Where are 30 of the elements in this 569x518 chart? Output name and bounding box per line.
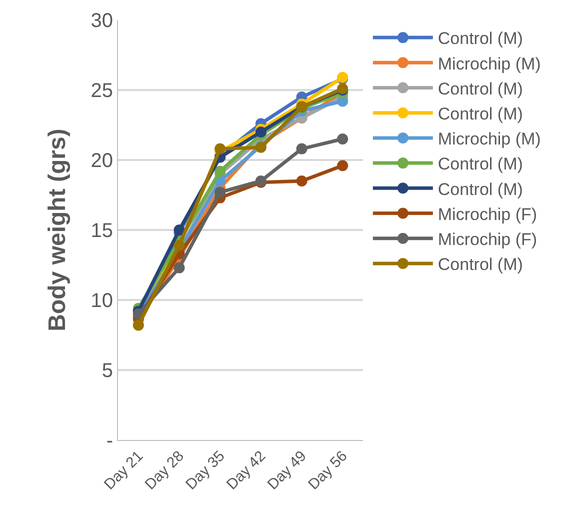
point bbox=[296, 143, 308, 154]
legend-label: Control (M) bbox=[438, 255, 523, 274]
point bbox=[337, 134, 348, 144]
legend-label: Microchip (M) bbox=[438, 54, 541, 74]
y-axis-title: Body weight (grs) bbox=[44, 128, 71, 332]
point bbox=[214, 186, 226, 198]
legend-label: Control (M) bbox=[438, 154, 523, 174]
y-tick-label: 15 bbox=[90, 220, 113, 242]
legend-label: Microchip (F) bbox=[438, 230, 538, 249]
point bbox=[132, 320, 144, 331]
legend-label: Control (M) bbox=[438, 79, 523, 98]
legend-label: Control (M) bbox=[438, 29, 523, 48]
legend-label: Control (M) bbox=[438, 104, 523, 124]
point bbox=[255, 126, 266, 138]
point bbox=[174, 224, 185, 236]
y-tick-label: 30 bbox=[90, 10, 113, 32]
y-tick-label: 10 bbox=[90, 290, 113, 312]
x-tick-label: Day 56 bbox=[305, 448, 351, 494]
legend-label: Control (M) bbox=[438, 180, 523, 199]
point bbox=[214, 143, 226, 154]
point bbox=[174, 262, 185, 274]
point bbox=[214, 166, 226, 177]
legend-label: Microchip (F) bbox=[438, 204, 538, 224]
y-tick-label: 5 bbox=[102, 360, 113, 382]
legend-label: Microchip (M) bbox=[438, 130, 541, 149]
point bbox=[337, 160, 348, 172]
point bbox=[296, 176, 308, 186]
y-tick-label: - bbox=[106, 430, 113, 452]
y-tick-label: 20 bbox=[90, 150, 113, 172]
y-tick-label: 25 bbox=[90, 80, 113, 102]
